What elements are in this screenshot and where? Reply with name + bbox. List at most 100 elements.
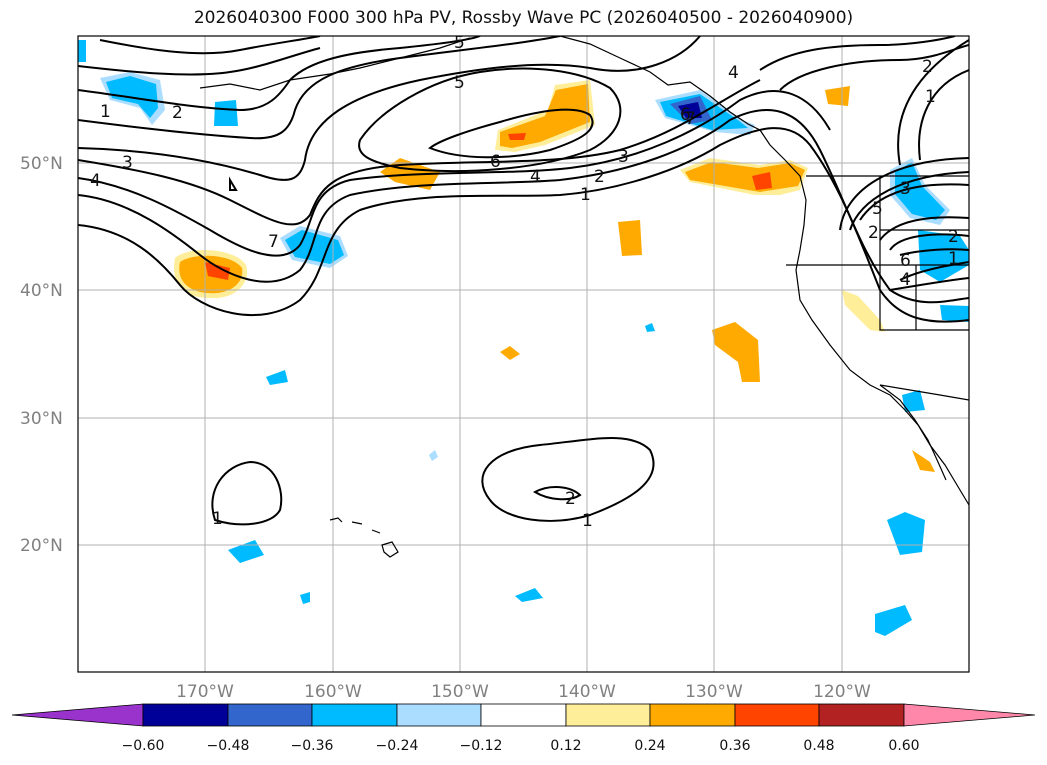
contour-label: 2 bbox=[172, 103, 183, 123]
coastlines bbox=[199, 36, 969, 558]
colorbar-tick-label: −0.48 bbox=[207, 738, 250, 754]
negative-anomaly-region bbox=[887, 512, 925, 555]
contour-label: 4 bbox=[900, 270, 911, 290]
pv-contours bbox=[78, 36, 969, 526]
colorbar-tick-label: 0.12 bbox=[550, 738, 581, 754]
contour-line bbox=[99, 36, 321, 55]
contour-line bbox=[78, 90, 831, 257]
baja-coast bbox=[879, 384, 947, 481]
contour-label: 6 bbox=[490, 152, 501, 172]
colorbar-tick-label: 0.48 bbox=[803, 738, 834, 754]
contour-label: 5 bbox=[872, 199, 883, 219]
contour-line bbox=[78, 36, 561, 140]
positive-anomaly-region bbox=[912, 450, 935, 472]
colorbar-tick-label: −0.60 bbox=[122, 738, 165, 754]
contour-line bbox=[899, 248, 969, 256]
contour-label: 4 bbox=[728, 63, 739, 83]
contour-line bbox=[899, 261, 969, 281]
contour-label: 1 bbox=[925, 87, 936, 107]
hawaii-islands bbox=[329, 517, 399, 558]
negative-anomaly-region bbox=[940, 305, 969, 322]
colorbar-segment bbox=[565, 703, 651, 727]
contour-label: 6 bbox=[900, 251, 911, 271]
contour-label: 1 bbox=[212, 509, 223, 529]
longitude-label: 140°W bbox=[558, 682, 616, 702]
longitude-label: 150°W bbox=[431, 682, 489, 702]
colorbar-tick-label: 0.24 bbox=[634, 738, 665, 754]
contour-line bbox=[428, 108, 594, 159]
contour-line bbox=[532, 486, 582, 501]
colorbar-tick-label: −0.24 bbox=[376, 738, 419, 754]
contour-line bbox=[229, 176, 238, 191]
contour-labels: 1 2 3 4 5 6 7 1 2 3 4 5 6 1 2 3 4 5 6 1 … bbox=[90, 36, 959, 531]
contour-line bbox=[78, 36, 481, 112]
colorbar-segment bbox=[142, 703, 229, 727]
colorbar-tick-label: −0.12 bbox=[460, 738, 503, 754]
negative-anomaly-region bbox=[902, 390, 925, 412]
positive-anomaly-region bbox=[752, 172, 772, 190]
positive-anomaly-region bbox=[842, 290, 885, 332]
negative-anomaly-region bbox=[228, 540, 264, 563]
negative-anomaly-region bbox=[515, 588, 543, 602]
contour-label: 2 bbox=[948, 227, 959, 247]
longitude-label: 170°W bbox=[176, 682, 234, 702]
negative-anomaly-region bbox=[214, 100, 238, 126]
contour-label: 3 bbox=[122, 153, 133, 173]
latitude-label: 20°N bbox=[20, 536, 63, 556]
colorbar-tick-label: 0.60 bbox=[888, 738, 919, 754]
contour-label: 2 bbox=[922, 57, 933, 77]
colorbar-segment bbox=[480, 703, 567, 727]
colorbar-segment bbox=[396, 703, 482, 727]
positive-anomaly-region bbox=[500, 346, 520, 360]
colorbar-tick-label: −0.36 bbox=[291, 738, 334, 754]
longitude-label: 160°W bbox=[304, 682, 362, 702]
contour-line bbox=[78, 109, 969, 304]
contour-label: 7 bbox=[268, 232, 279, 252]
positive-anomaly-region bbox=[508, 133, 526, 140]
colorbar-segment bbox=[311, 703, 398, 727]
contour-label: 2 bbox=[868, 223, 879, 243]
positive-anomaly-region bbox=[712, 322, 760, 382]
contour-line bbox=[78, 79, 761, 226]
colorbar-extend-high bbox=[903, 703, 1036, 727]
longitude-label: 120°W bbox=[813, 682, 871, 702]
colorbar-segment bbox=[227, 703, 313, 727]
state-borders bbox=[786, 176, 969, 331]
positive-anomaly-region bbox=[618, 220, 642, 256]
positive-anomaly-region bbox=[685, 162, 805, 192]
contour-line bbox=[481, 437, 655, 522]
contour-label: 4 bbox=[90, 171, 101, 191]
contour-line bbox=[78, 36, 701, 181]
contour-line bbox=[879, 216, 969, 241]
colorbar-tick-label: 0.36 bbox=[719, 738, 750, 754]
contour-line bbox=[889, 233, 969, 251]
contour-label: 2 bbox=[565, 489, 576, 509]
negative-anomaly-region bbox=[875, 605, 912, 636]
contour-label: 1 bbox=[100, 102, 111, 122]
contour-line bbox=[759, 36, 956, 71]
contour-line bbox=[78, 47, 321, 76]
contour-line bbox=[211, 460, 283, 526]
negative-anomaly-region bbox=[300, 592, 310, 604]
contour-label: 4 bbox=[530, 167, 541, 187]
contour-line bbox=[889, 277, 969, 291]
latitude-label: 30°N bbox=[20, 409, 63, 429]
colorbar-segment bbox=[818, 703, 905, 727]
positive-anomaly-region bbox=[500, 84, 590, 148]
negative-anomaly-region bbox=[678, 102, 702, 118]
longitude-label: 130°W bbox=[685, 682, 743, 702]
latitude-label: 40°N bbox=[20, 281, 63, 301]
negative-anomaly-region bbox=[78, 40, 86, 62]
us-west-coast bbox=[795, 199, 969, 506]
contour-label: 3 bbox=[900, 179, 911, 199]
colorbar: −0.60 −0.48 −0.36 −0.24 −0.12 0.12 0.24 … bbox=[11, 703, 1036, 754]
positive-anomaly-region bbox=[825, 86, 850, 106]
latitude-label: 50°N bbox=[20, 154, 63, 174]
positive-anomaly-region bbox=[205, 262, 230, 280]
map-title: 2026040300 F000 300 hPa PV, Rossby Wave … bbox=[193, 8, 854, 28]
contour-line bbox=[779, 44, 969, 91]
contour-label: 2 bbox=[594, 167, 605, 187]
negative-anomaly-region bbox=[285, 230, 344, 264]
contour-label: 3 bbox=[618, 147, 629, 167]
